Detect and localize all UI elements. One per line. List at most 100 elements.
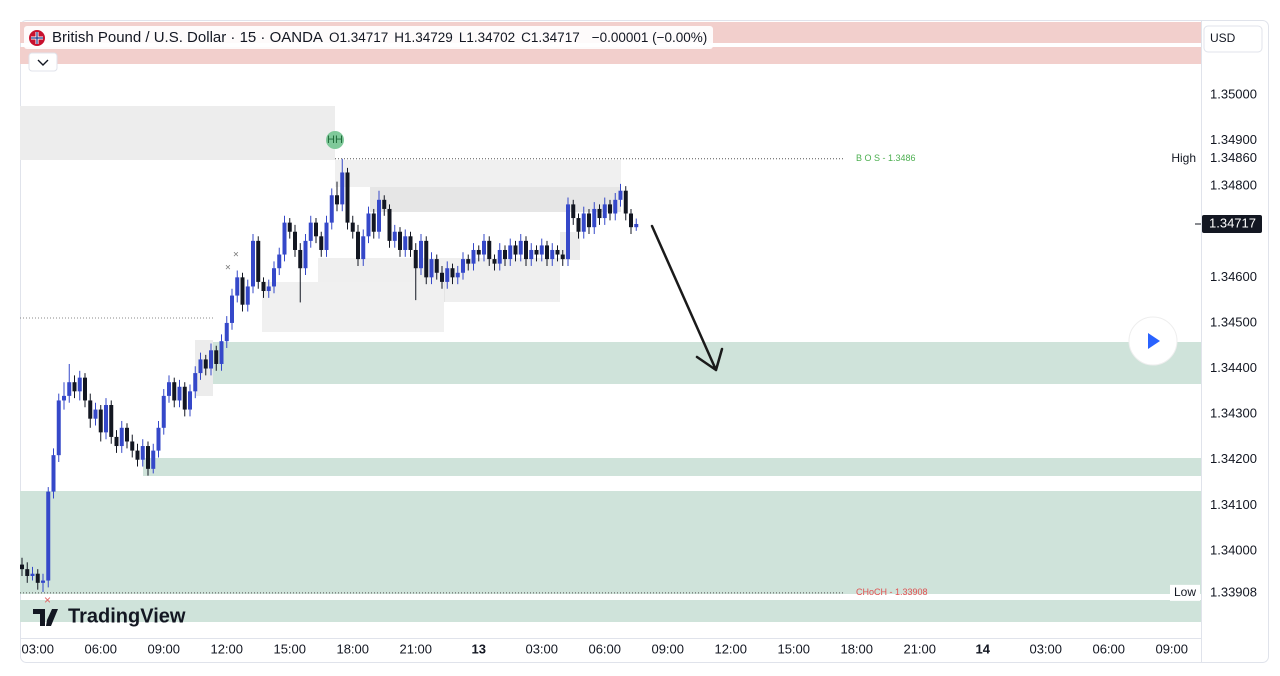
marker: × — [233, 250, 239, 261]
candle-body — [529, 249, 534, 260]
bos-label: B O S - 1.3486 — [856, 153, 916, 163]
candle-body — [597, 208, 602, 219]
candle-body — [130, 441, 135, 451]
order-block — [262, 282, 444, 332]
candle-body — [245, 286, 250, 305]
candle-body — [25, 569, 30, 576]
low-label: Low — [1174, 585, 1196, 599]
stat-value: 1.34729 — [404, 30, 453, 45]
candle-body — [503, 249, 507, 260]
currency[interactable]: USD — [1210, 31, 1236, 45]
change: −0.00001 (−0.00%) — [591, 30, 708, 45]
candle-body — [608, 204, 612, 214]
candle-body — [371, 213, 376, 232]
candle-body — [356, 231, 360, 260]
y-tick-label: 1.34400 — [1210, 360, 1257, 375]
stat-value: 1.34717 — [530, 30, 580, 45]
currency-button[interactable] — [1203, 25, 1263, 53]
legend: British Pound / U.S. Dollar · 15 · OANDA… — [24, 26, 714, 49]
candle-body — [209, 350, 213, 369]
y-tick-label: 1.34000 — [1210, 542, 1257, 557]
candle-body — [109, 405, 114, 437]
low-box — [1170, 584, 1200, 601]
candle-body — [98, 409, 103, 433]
x-tick-label: 21:00 — [399, 641, 432, 656]
zones — [20, 22, 1201, 622]
stat-label: O — [328, 30, 340, 45]
candle-body — [602, 204, 607, 219]
supply-zone — [20, 47, 1201, 64]
play-button[interactable] — [1128, 316, 1178, 366]
candle-body — [492, 259, 497, 264]
candle-body — [119, 427, 124, 447]
collapse-button[interactable] — [28, 52, 58, 72]
candle-body — [277, 254, 282, 269]
x-tick-label: 03:00 — [1029, 641, 1062, 656]
candle-body — [230, 295, 234, 323]
candle-body — [41, 580, 45, 583]
candle-body — [413, 249, 418, 269]
candle-body — [440, 272, 444, 282]
candle-body — [377, 199, 381, 232]
candle-body — [403, 236, 408, 250]
demand-zone — [143, 458, 1201, 476]
x-tick-label: 18:00 — [336, 641, 369, 656]
candle-body — [240, 277, 245, 305]
candle-body — [303, 240, 308, 269]
candle-body — [261, 281, 266, 292]
stat: O1.34717 — [329, 30, 388, 45]
candle-body — [560, 254, 565, 260]
candle-body — [219, 341, 224, 364]
candle-body — [361, 236, 366, 260]
candle-body — [592, 208, 597, 228]
candle-body — [618, 190, 623, 200]
candle-body — [298, 249, 303, 269]
candle-body — [30, 573, 35, 576]
brand: TradingView — [68, 605, 186, 627]
candle-body — [398, 231, 402, 250]
candle-body — [634, 223, 639, 228]
candle-body — [77, 377, 82, 392]
candle-body — [67, 382, 72, 396]
candle-body — [382, 199, 387, 209]
logo-mark — [33, 609, 58, 626]
order-block — [370, 187, 621, 212]
candle-body — [156, 427, 161, 451]
candle-body — [387, 208, 392, 241]
x-tick-label: 12:00 — [210, 641, 243, 656]
y-tick-label: 1.33908 — [1210, 584, 1257, 599]
stat: L1.34702 — [459, 30, 515, 45]
candle-body — [161, 395, 166, 428]
candle-body — [135, 450, 140, 460]
candle-body — [545, 245, 549, 260]
candle-body — [83, 377, 87, 401]
candle-body — [629, 213, 633, 228]
candle-body — [524, 240, 528, 260]
y-tick-label: 1.34860 — [1210, 150, 1257, 165]
x-tick-label: 09:00 — [1155, 641, 1188, 656]
candle-body — [566, 204, 570, 260]
candle-body — [224, 322, 229, 342]
candle-body — [539, 245, 544, 255]
x-tick-label: 06:00 — [1092, 641, 1125, 656]
candle-body — [114, 436, 119, 447]
play-icon[interactable] — [1148, 333, 1160, 349]
candle-body — [46, 491, 51, 581]
candle-body — [476, 249, 481, 255]
candle-body — [513, 245, 518, 255]
x-tick-label: 06:00 — [84, 641, 117, 656]
candle-body — [587, 213, 591, 228]
stat: C1.34717 — [521, 30, 580, 45]
candle-body — [471, 249, 476, 264]
chevron[interactable] — [37, 59, 49, 66]
candle-body — [287, 222, 292, 232]
x-tick-label: 14 — [976, 641, 991, 656]
y-tick-label: 1.34500 — [1210, 314, 1257, 329]
stat-value: 1.34717 — [339, 30, 389, 45]
x-tick-label: 13 — [472, 641, 486, 656]
candle-body — [140, 446, 145, 460]
candle-body — [392, 231, 397, 241]
demand-zone — [20, 600, 1201, 622]
